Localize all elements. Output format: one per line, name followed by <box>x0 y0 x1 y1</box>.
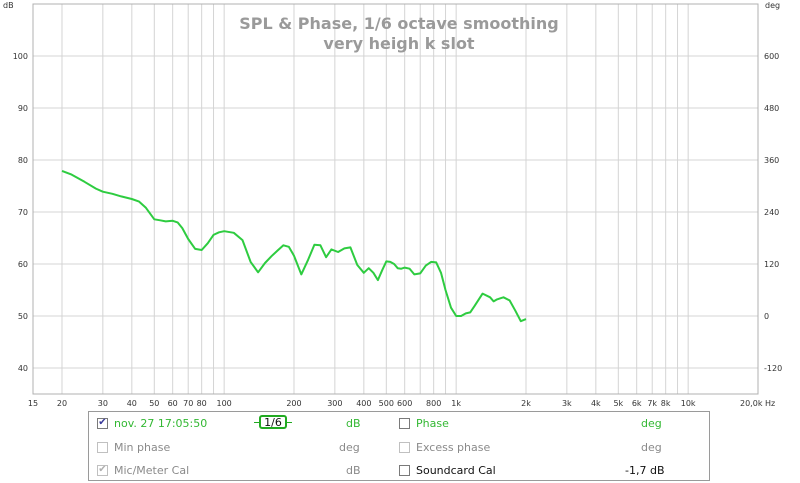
legend-row-excess-phase[interactable]: Excess phase <box>399 438 490 456</box>
excess-phase-checkbox[interactable] <box>399 441 410 453</box>
y2-tick-label: 0 <box>764 312 769 321</box>
x-tick-label: 10k <box>681 399 696 408</box>
excess-phase-unit: deg <box>641 441 662 454</box>
series-layer <box>61 169 527 323</box>
x-tick-label: 3k <box>562 399 572 408</box>
y-tick-label: 100 <box>13 52 28 61</box>
legend-panel: ✔ nov. 27 17:05:50 1/6 dB Phase deg Min … <box>88 411 710 481</box>
y-axis-left-ticks: 40 50 60 70 80 90 100 <box>13 52 28 373</box>
soundcard-cal-value: -1,7 dB <box>625 464 665 477</box>
measurement-checkbox[interactable]: ✔ <box>97 417 108 429</box>
y-tick-label: 40 <box>18 364 28 373</box>
soundcard-cal-checkbox[interactable] <box>399 464 410 476</box>
legend-row-measurement[interactable]: ✔ nov. 27 17:05:50 <box>97 414 207 432</box>
x-tick-label: 5k <box>613 399 623 408</box>
mic-cal-label: Mic/Meter Cal <box>114 463 190 477</box>
x-tick-label: 15 <box>28 399 38 408</box>
x-tick-label: 70 <box>183 399 193 408</box>
legend-row-soundcard-cal[interactable]: Soundcard Cal <box>399 461 496 479</box>
spl-phase-chart: 15 20 30 40 50 60 70 80 100 200 300 400 500 600 800 1k 2… <box>3 1 782 408</box>
min-phase-unit: deg <box>339 441 360 454</box>
x-tick-label: 4k <box>591 399 601 408</box>
y2-axis-unit: deg <box>765 1 780 10</box>
y2-tick-label: 360 <box>764 156 779 165</box>
y2-tick-label: 600 <box>764 52 779 61</box>
mic-cal-checkbox[interactable]: ✔ <box>97 464 108 476</box>
measurement-unit: dB <box>346 417 361 430</box>
chart-subtitle: very heigh k slot <box>323 34 475 53</box>
x-tick-label: 300 <box>327 399 342 408</box>
y-tick-label: 50 <box>18 312 28 321</box>
y-axis-unit: dB <box>3 1 14 10</box>
min-phase-checkbox[interactable] <box>97 441 108 453</box>
spl-series-line <box>61 169 527 323</box>
y-tick-label: 60 <box>18 260 28 269</box>
x-tick-label: 2k <box>521 399 531 408</box>
smoothing-indicator[interactable]: 1/6 <box>254 415 292 429</box>
y2-tick-label: 480 <box>764 104 779 113</box>
y2-tick-label: 120 <box>764 260 779 269</box>
measurement-label: nov. 27 17:05:50 <box>114 416 208 430</box>
x-tick-label: 40 <box>127 399 137 408</box>
legend-row-mic-cal[interactable]: ✔ Mic/Meter Cal <box>97 461 189 479</box>
legend-row-min-phase[interactable]: Min phase <box>97 438 170 456</box>
x-tick-label: 20,0k Hz <box>740 399 775 408</box>
x-tick-label: 60 <box>168 399 178 408</box>
x-tick-label: 200 <box>286 399 301 408</box>
x-tick-label: 30 <box>98 399 108 408</box>
y2-tick-label: 240 <box>764 208 779 217</box>
x-tick-label: 800 <box>426 399 441 408</box>
y-tick-label: 80 <box>18 156 28 165</box>
x-tick-label: 6k <box>632 399 642 408</box>
x-axis-ticks: 15 20 30 40 50 60 70 80 100 200 300 400 500 600 800 1k 2… <box>28 399 775 408</box>
chart-title: SPL & Phase, 1/6 octave smoothing <box>239 14 558 33</box>
phase-label: Phase <box>416 416 449 430</box>
excess-phase-label: Excess phase <box>416 440 491 454</box>
x-tick-label: 80 <box>197 399 207 408</box>
plot-area-border <box>32 3 759 395</box>
x-tick-label: 8k <box>661 399 671 408</box>
x-tick-label: 7k <box>647 399 657 408</box>
y2-tick-label: -120 <box>764 364 782 373</box>
x-tick-label: 400 <box>356 399 371 408</box>
phase-checkbox[interactable] <box>399 417 410 429</box>
x-tick-label: 600 <box>397 399 412 408</box>
x-tick-label: 500 <box>379 399 394 408</box>
chart-grid <box>33 3 759 394</box>
x-tick-label: 20 <box>57 399 67 408</box>
x-tick-label: 100 <box>217 399 232 408</box>
min-phase-label: Min phase <box>114 440 171 454</box>
y-axis-right-ticks: -120 0 120 240 360 480 600 <box>764 52 782 373</box>
x-tick-label: 1k <box>451 399 461 408</box>
soundcard-cal-label: Soundcard Cal <box>416 463 496 477</box>
mic-cal-unit: dB <box>346 464 361 477</box>
y-tick-label: 90 <box>18 104 28 113</box>
x-tick-label: 50 <box>149 399 159 408</box>
legend-row-phase[interactable]: Phase <box>399 414 449 432</box>
y-tick-label: 70 <box>18 208 28 217</box>
phase-unit: deg <box>641 417 662 430</box>
